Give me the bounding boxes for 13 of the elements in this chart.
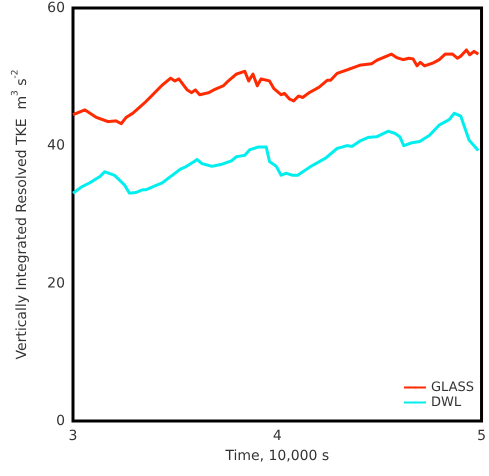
x-tick-label: 5 — [477, 428, 486, 444]
line-series — [72, 48, 480, 126]
legend-label: DWL — [430, 395, 462, 410]
x-tick-label: 3 — [68, 428, 78, 444]
y-tick-label: 20 — [47, 275, 65, 292]
y-tick-label: 0 — [56, 413, 65, 429]
y-tick-label: 40 — [47, 138, 65, 154]
x-axis-title: Time, 10,000 s — [224, 448, 330, 464]
x-tick-label: 4 — [272, 428, 282, 444]
line-series — [72, 112, 480, 195]
y-axis-title: Vertically Integrated Resolved TKE m3 s-2 — [10, 69, 30, 360]
y-tick-label: 60 — [47, 0, 65, 16]
legend-label: GLASS — [430, 380, 474, 395]
